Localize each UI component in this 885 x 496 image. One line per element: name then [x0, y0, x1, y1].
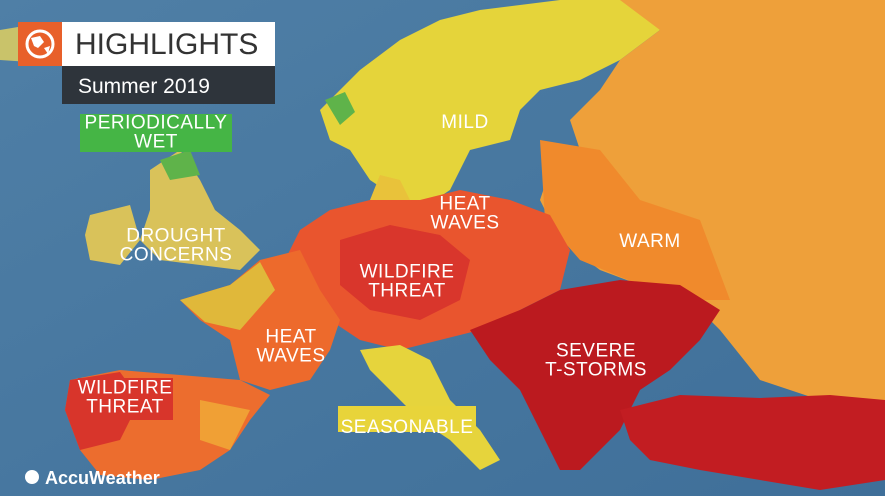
title-box — [62, 22, 275, 66]
subtitle-box — [62, 66, 275, 104]
land-spain-east — [200, 400, 250, 450]
label-line: WILDFIRE — [78, 378, 173, 399]
land-brittany — [180, 262, 275, 330]
region-label: WARM — [619, 231, 680, 252]
label-line: MILD — [441, 112, 488, 133]
region-label: SEVERE T-STORMS — [545, 341, 647, 381]
label-line: CONCERNS — [120, 245, 233, 266]
land-east — [540, 0, 885, 420]
region-label: SEASONABLE — [341, 417, 474, 438]
label-line: WARM — [619, 231, 680, 252]
land-balkans — [470, 280, 720, 470]
label-line: WET — [134, 132, 178, 153]
logo-icon-land — [31, 36, 50, 54]
logo-icon-globe — [25, 29, 55, 59]
region-label: WILDFIRE THREAT — [78, 378, 173, 418]
region-label: HEAT WAVES — [256, 327, 325, 367]
header-subtitle: Summer 2019 — [78, 75, 210, 98]
label-line: THREAT — [368, 281, 446, 302]
header: HIGHLIGHTS Summer 2019 — [18, 22, 275, 104]
land-france — [180, 250, 340, 390]
label-line: THREAT — [86, 397, 164, 418]
label-box-wildfire — [78, 378, 173, 420]
land-denmark — [370, 175, 410, 200]
label-line: HEAT — [439, 194, 490, 215]
region-label: WILDFIRE THREAT — [360, 262, 455, 302]
land-scotland-wet — [160, 150, 200, 180]
label-box-seasonable — [338, 406, 476, 432]
label-line: PERIODICALLY — [85, 113, 228, 134]
land-wildfire-central — [340, 225, 470, 320]
footer-logo: AccuWeather — [25, 468, 160, 488]
label-line: SEASONABLE — [341, 417, 474, 438]
region-label: HEAT WAVES — [430, 194, 499, 234]
region-label: DROUGHT CONCERNS — [120, 226, 233, 266]
label-box-wet — [80, 114, 232, 152]
label-line: WAVES — [256, 346, 325, 367]
region-label: PERIODICALLY WET — [85, 113, 228, 153]
region-label: MILD — [441, 112, 488, 133]
land-warm — [540, 140, 730, 300]
label-line: HEAT — [265, 327, 316, 348]
label-line: WAVES — [430, 213, 499, 234]
label-line: DROUGHT — [126, 226, 226, 247]
land-wet-norway — [325, 92, 355, 125]
land-turkey — [620, 395, 885, 490]
land-ireland — [85, 205, 140, 265]
label-line: T-STORMS — [545, 360, 647, 381]
label-line: WILDFIRE — [360, 262, 455, 283]
header-title: HIGHLIGHTS — [75, 28, 258, 61]
land-scandinavia — [320, 0, 660, 210]
label-line: SEVERE — [556, 341, 636, 362]
brand: AccuWeather — [45, 468, 160, 488]
logo-sun — [25, 470, 39, 484]
